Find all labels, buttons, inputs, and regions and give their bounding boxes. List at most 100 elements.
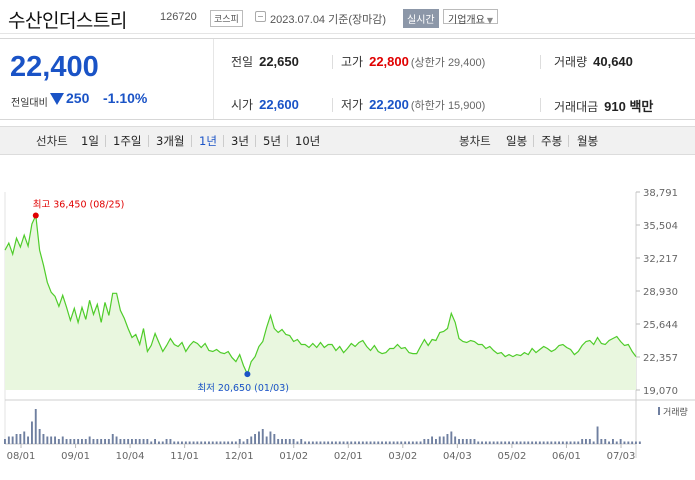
volume-bar bbox=[431, 436, 433, 444]
high-annotation: 최고 36,450 (08/25) bbox=[33, 200, 125, 211]
volume-bar bbox=[600, 439, 603, 444]
company-info-dropdown[interactable]: 기업개요 ▼ bbox=[443, 9, 498, 26]
volume-bar bbox=[73, 439, 76, 444]
volume-bar bbox=[204, 441, 206, 444]
low-annotation: 최저 20,650 (01/03) bbox=[197, 383, 289, 394]
volume-bar bbox=[531, 441, 534, 444]
volume-bar bbox=[100, 439, 103, 444]
company-info-label: 기업개요 bbox=[448, 15, 485, 26]
line-chart-label: 선차트 bbox=[36, 134, 68, 148]
volume-bar bbox=[577, 441, 580, 444]
y-tick-label: 22,357 bbox=[643, 353, 678, 364]
price-summary: 22,400 전일대비 250 -1.10% 전일 22,650 고가 22,800… bbox=[0, 38, 695, 120]
x-tick-label: 02/01 bbox=[334, 451, 363, 462]
volume-bar bbox=[388, 441, 391, 444]
volume-bar bbox=[127, 439, 130, 444]
period-3y-button[interactable]: 3년 bbox=[231, 134, 249, 148]
volume-bar bbox=[485, 441, 487, 444]
volume-bar bbox=[408, 441, 410, 444]
volume-bar bbox=[465, 439, 468, 444]
candle-chart-label: 봉차트 bbox=[459, 134, 491, 148]
volume-bar bbox=[50, 436, 53, 444]
volume-bar bbox=[612, 439, 614, 444]
period-10y-button[interactable]: 10년 bbox=[295, 134, 321, 148]
volume-bar bbox=[381, 441, 383, 444]
volume-legend-label: 거래량 bbox=[663, 406, 688, 418]
volume-bar bbox=[308, 441, 310, 444]
volume-bar bbox=[488, 441, 491, 444]
volume-bar bbox=[361, 441, 364, 444]
volume-bar bbox=[158, 441, 160, 444]
volume-bar bbox=[138, 439, 141, 444]
period-5y-button[interactable]: 5년 bbox=[263, 134, 281, 148]
volume-bar bbox=[177, 441, 180, 444]
volume-bar bbox=[238, 439, 241, 444]
volume-bar bbox=[231, 441, 233, 444]
volume-bar bbox=[385, 441, 387, 444]
x-tick-label: 10/04 bbox=[116, 451, 145, 462]
period-1w-button[interactable]: 1주일 bbox=[113, 134, 142, 148]
period-3m-button[interactable]: 3개월 bbox=[156, 134, 185, 148]
volume-bar bbox=[365, 441, 368, 444]
volume-bar bbox=[373, 441, 376, 444]
volume-bar bbox=[200, 441, 203, 444]
volume-bar bbox=[627, 441, 630, 444]
low-value: 22,200 bbox=[369, 97, 409, 112]
volume-bar bbox=[319, 441, 322, 444]
volume-bar bbox=[438, 436, 441, 444]
volume-legend-swatch bbox=[658, 407, 660, 415]
volume-bar bbox=[334, 441, 337, 444]
divider bbox=[191, 135, 192, 147]
volume-bar bbox=[134, 439, 137, 444]
volume-bar bbox=[31, 421, 33, 444]
volume-bar bbox=[350, 441, 353, 444]
volume-bar bbox=[608, 441, 610, 444]
x-tick-label: 09/01 bbox=[61, 451, 90, 462]
candle-weekly-button[interactable]: 주봉 bbox=[541, 134, 563, 148]
volume-bar bbox=[254, 434, 256, 444]
volume-bar bbox=[454, 436, 457, 444]
current-price-box: 22,400 전일대비 250 -1.10% bbox=[0, 39, 214, 119]
volume-bar bbox=[358, 441, 360, 444]
volume-bar bbox=[377, 441, 380, 444]
volume-bar bbox=[338, 441, 341, 444]
volume-bar bbox=[223, 441, 226, 444]
volume-value: 40,640 bbox=[593, 54, 633, 69]
price-chart[interactable]: 38,791 35,504 32,217 28,930 25,644 22,357 19,0… bbox=[0, 180, 695, 480]
volume-bar bbox=[604, 439, 607, 444]
volume-bar bbox=[188, 441, 191, 444]
volume-bar bbox=[592, 441, 595, 444]
volume-bar bbox=[57, 439, 60, 444]
period-1d-button[interactable]: 1일 bbox=[81, 134, 99, 148]
volume-bar bbox=[500, 441, 503, 444]
volume-bar bbox=[323, 441, 326, 444]
volume-bar bbox=[311, 441, 314, 444]
market-badge: 코스피 bbox=[210, 10, 243, 27]
volume-bar bbox=[496, 441, 499, 444]
amount-value: 910 백만 bbox=[604, 99, 654, 114]
high-value: 22,800 bbox=[369, 54, 409, 69]
clock-icon bbox=[255, 11, 266, 22]
volume-bar bbox=[292, 439, 295, 444]
candle-monthly-button[interactable]: 월봉 bbox=[577, 134, 599, 148]
candle-daily-button[interactable]: 일봉 bbox=[506, 134, 528, 148]
current-price: 22,400 bbox=[10, 51, 99, 83]
realtime-button[interactable]: 실시간 bbox=[403, 9, 439, 28]
volume-bar bbox=[304, 441, 307, 444]
volume-bar bbox=[369, 441, 372, 444]
volume-bar bbox=[250, 436, 253, 444]
y-tick-label: 38,791 bbox=[643, 188, 678, 199]
x-tick-label: 06/01 bbox=[552, 451, 581, 462]
period-1y-button[interactable]: 1년 bbox=[199, 134, 217, 148]
y-tick-label: 19,070 bbox=[643, 386, 678, 397]
change-label: 전일대비 bbox=[11, 98, 48, 109]
divider bbox=[540, 98, 541, 112]
volume-bar bbox=[115, 436, 118, 444]
volume-bar bbox=[142, 439, 145, 444]
volume-bar bbox=[119, 439, 122, 444]
volume-bar bbox=[565, 441, 568, 444]
volume-bar bbox=[423, 439, 426, 444]
volume-bar bbox=[396, 441, 399, 444]
volume-bar bbox=[65, 439, 68, 444]
volume-bar bbox=[546, 441, 549, 444]
